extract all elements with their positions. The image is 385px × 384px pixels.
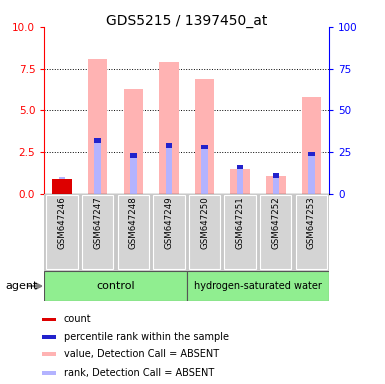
Bar [260,195,291,269]
Text: agent: agent [5,281,37,291]
Bar [201,147,208,194]
Bar [153,195,184,269]
Text: percentile rank within the sample: percentile rank within the sample [64,332,229,342]
Bar [195,79,214,194]
Bar [94,138,101,142]
Text: GSM647249: GSM647249 [164,196,173,249]
Bar [230,169,250,194]
Text: GSM647253: GSM647253 [307,196,316,249]
Bar [301,97,321,194]
Bar [166,146,172,194]
Bar [201,145,208,149]
Bar [224,195,256,269]
Bar [266,175,286,194]
Bar [166,143,172,147]
Text: GSM647247: GSM647247 [93,196,102,249]
Bar [237,167,243,194]
Bar [308,154,315,194]
Text: control: control [96,281,135,291]
Text: GSM647250: GSM647250 [200,196,209,249]
Bar [273,175,279,194]
Text: value, Detection Call = ABSENT: value, Detection Call = ABSENT [64,349,219,359]
Bar [88,59,107,194]
Bar [52,179,72,194]
Bar [47,195,78,269]
Bar [130,154,137,157]
Bar [118,195,149,269]
Text: GSM647252: GSM647252 [271,196,280,249]
Text: GSM647246: GSM647246 [58,196,67,249]
Bar [59,177,65,194]
Bar [42,318,55,321]
Text: rank, Detection Call = ABSENT: rank, Detection Call = ABSENT [64,368,214,378]
Bar [237,165,243,169]
Bar [44,271,187,301]
Bar [273,174,279,178]
Text: GDS5215 / 1397450_at: GDS5215 / 1397450_at [106,14,268,28]
Bar [42,352,55,356]
Bar [124,89,143,194]
Text: count: count [64,314,92,324]
Bar [94,141,101,194]
Bar [187,271,329,301]
Bar [42,371,55,375]
Bar [308,152,315,156]
Text: GSM647251: GSM647251 [236,196,244,249]
Text: GSM647248: GSM647248 [129,196,138,249]
Bar [52,179,72,194]
Bar [296,195,327,269]
Bar [42,335,55,339]
Bar [130,156,137,194]
Text: hydrogen-saturated water: hydrogen-saturated water [194,281,322,291]
Bar [159,62,179,194]
Bar [82,195,113,269]
Bar [189,195,220,269]
